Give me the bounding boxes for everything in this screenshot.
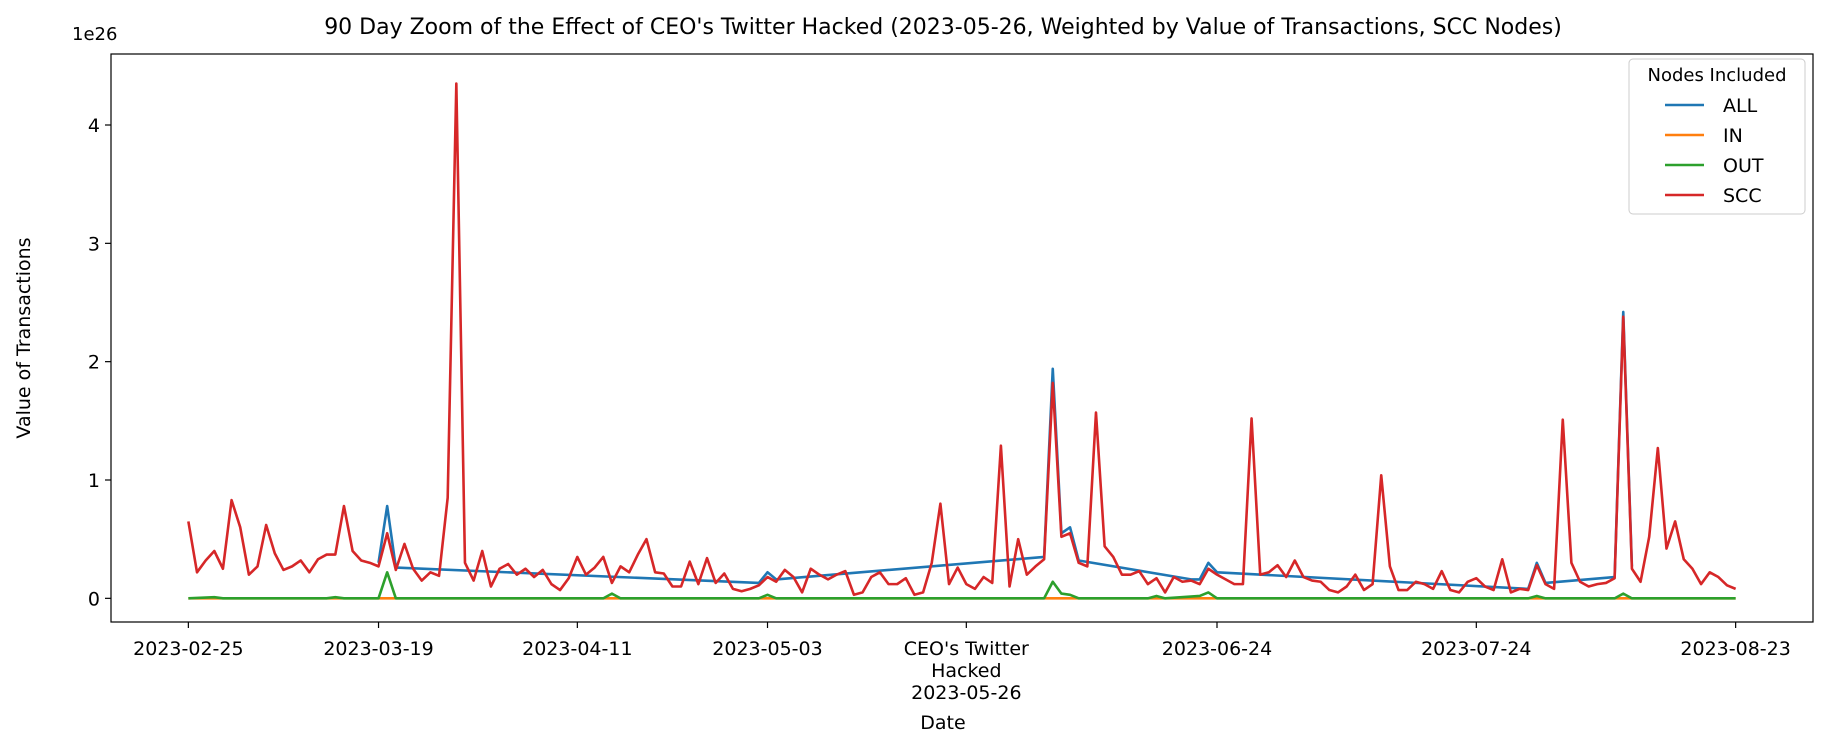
y-tick-label: 3: [88, 233, 100, 255]
series-line-out: [188, 571, 1736, 600]
y-axis-multiplier: 1e26: [72, 24, 117, 45]
series-line-all: [377, 310, 1634, 591]
legend-title: Nodes Included: [1647, 65, 1786, 86]
x-tick-label: 2023-04-11: [522, 638, 632, 660]
plot-area: [110, 53, 1814, 623]
x-tick-label: 2023-07-24: [1421, 638, 1531, 660]
x-axis-ticks: 2023-02-25 2023-03-19 2023-04-11 2023-05-03…: [133, 622, 1791, 704]
legend-label-scc: SCC: [1723, 185, 1762, 207]
legend-label-in: IN: [1723, 125, 1743, 147]
x-tick-label: 2023-05-26: [911, 682, 1021, 704]
y-tick-label: 4: [88, 115, 100, 137]
legend-label-all: ALL: [1723, 95, 1758, 117]
x-tick-label: 2023-02-25: [133, 638, 243, 660]
x-tick-label: 2023-05-03: [712, 638, 822, 660]
x-axis-label: Date: [920, 712, 965, 734]
chart-title: 90 Day Zoom of the Effect of CEO's Twitt…: [324, 15, 1562, 40]
x-tick-label: Hacked: [931, 660, 1001, 682]
legend-label-out: OUT: [1723, 155, 1764, 177]
x-tick-label: 2023-03-19: [323, 638, 433, 660]
y-tick-label: 0: [88, 588, 100, 610]
series-line-scc: [187, 82, 1737, 597]
legend-box: [1628, 58, 1806, 215]
y-axis-label: Value of Transactions: [13, 237, 35, 438]
x-tick-label: CEO's Twitter: [904, 638, 1029, 660]
y-tick-label: 1: [88, 470, 100, 492]
y-axis-ticks: 0 1 2 3 4: [88, 115, 111, 610]
y-tick-label: 2: [88, 352, 100, 374]
x-tick-label: 2023-08-23: [1680, 638, 1790, 660]
legend: Nodes Included ALL IN OUT SCC: [1628, 58, 1806, 215]
series-lines: [187, 82, 1737, 600]
x-tick-label: 2023-06-24: [1162, 638, 1272, 660]
